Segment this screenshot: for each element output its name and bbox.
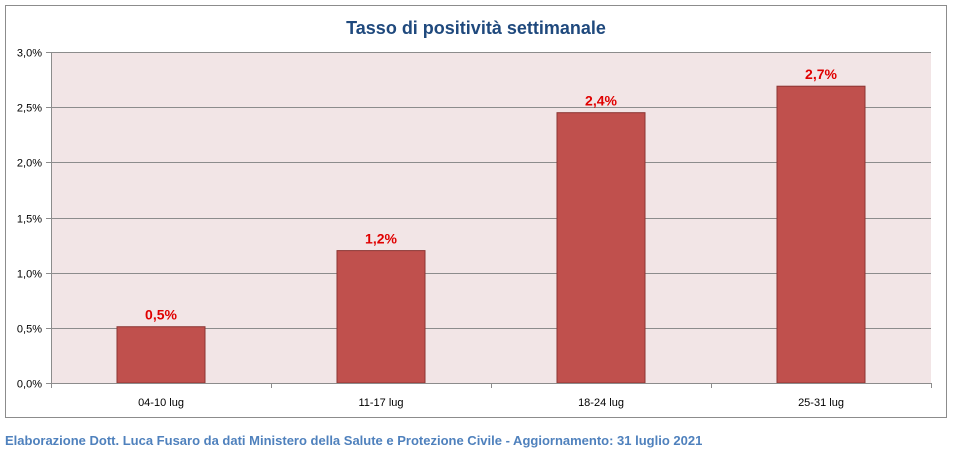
x-tick-label: 18-24 lug — [578, 397, 624, 409]
axes — [46, 52, 932, 388]
data-labels: 0,5% 1,2% 2,4% 2,7% — [145, 66, 837, 323]
y-tick-label: 2,0% — [17, 158, 42, 170]
x-tick-label: 25-31 lug — [798, 397, 844, 409]
data-label: 0,5% — [145, 307, 177, 323]
y-tick-label: 0,0% — [17, 379, 42, 391]
bar — [336, 250, 426, 384]
data-label: 1,2% — [365, 231, 397, 247]
x-tick-label: 11-17 lug — [358, 397, 403, 409]
y-tick-label: 3,0% — [17, 48, 42, 60]
bar — [776, 85, 866, 384]
y-tick-label: 2,5% — [17, 103, 42, 115]
bar — [116, 326, 206, 384]
data-label: 2,7% — [805, 66, 837, 82]
bars — [116, 85, 866, 384]
x-tick-labels: 04-10 lug 11-17 lug 18-24 lug 25-31 lug — [138, 397, 844, 409]
x-tick-label: 04-10 lug — [138, 397, 184, 409]
data-label: 2,4% — [585, 93, 617, 109]
y-tick-label: 1,5% — [17, 214, 42, 226]
bar — [556, 112, 646, 384]
chart-title: Tasso di positività settimanale — [346, 18, 606, 38]
y-tick-labels: 0,0% 0,5% 1,0% 1,5% 2,0% 2,5% 3,0% — [17, 48, 42, 391]
y-tick-label: 1,0% — [17, 269, 42, 281]
footer-credit: Elaborazione Dott. Luca Fusaro da dati M… — [5, 433, 703, 448]
y-tick-label: 0,5% — [17, 324, 42, 336]
